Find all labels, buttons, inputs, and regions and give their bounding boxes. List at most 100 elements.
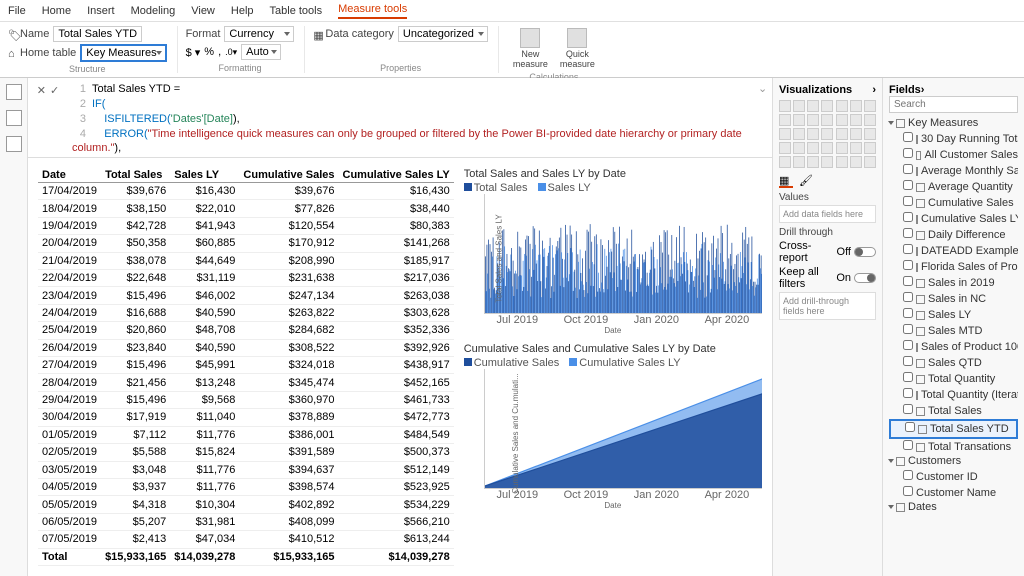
viz-type-icon[interactable] [850,114,862,126]
field-item[interactable]: Sales in NC [889,291,1018,307]
viz-type-icon[interactable] [821,142,833,154]
tab-measuretools[interactable]: Measure tools [338,3,407,19]
viz-type-icon[interactable] [836,156,848,168]
field-item[interactable]: Total Transations [889,439,1018,455]
viz-type-icon[interactable] [779,142,791,154]
formula-cancel-icon[interactable]: ✕ [37,84,46,97]
viz-type-icon[interactable] [850,156,862,168]
viz-type-icon[interactable] [821,114,833,126]
table-row[interactable]: 05/05/2019$4,318$10,304$402,892$534,229 [38,496,454,513]
table-header[interactable]: Cumulative Sales LY [339,168,454,183]
values-well[interactable]: Add data fields here [779,205,876,223]
viz-type-icon[interactable] [793,128,805,140]
table-row[interactable]: 20/04/2019$50,358$60,885$170,912$141,268 [38,235,454,252]
viz-type-icon[interactable] [793,114,805,126]
table-customers[interactable]: Customers [889,455,1018,467]
format-tab-icon[interactable]: 🖌 [799,174,813,188]
table-row[interactable]: 28/04/2019$21,456$13,248$345,474$452,165 [38,374,454,391]
name-input[interactable]: Total Sales YTD [53,26,142,42]
viz-type-icon[interactable] [864,156,876,168]
formula-commit-icon[interactable]: ✓ [50,84,59,97]
viz-type-icon[interactable] [836,100,848,112]
tab-view[interactable]: View [191,5,215,17]
tab-modeling[interactable]: Modeling [131,5,176,17]
decimals-dropdown[interactable]: Auto [241,44,281,60]
table-header[interactable]: Sales LY [170,168,239,183]
percent-icon[interactable]: % [204,46,214,58]
viz-type-icon[interactable] [864,100,876,112]
report-view-icon[interactable] [6,84,22,100]
comma-icon[interactable]: , [218,46,221,58]
field-item[interactable]: Average Monthly Sales [889,163,1018,179]
table-row[interactable]: 03/05/2019$3,048$11,776$394,637$512,149 [38,461,454,478]
quick-measure-button[interactable]: Quick measure [554,26,601,72]
table-row[interactable]: 29/04/2019$15,496$9,568$360,970$461,733 [38,391,454,408]
viz-type-icon[interactable] [850,100,862,112]
table-dates[interactable]: Dates [889,501,1018,513]
drill-well[interactable]: Add drill-through fields here [779,292,876,320]
field-item[interactable]: Florida Sales of Product 2 ... [889,259,1018,275]
table-row[interactable]: 21/04/2019$38,078$44,649$208,990$185,917 [38,252,454,269]
table-row[interactable]: 24/04/2019$16,688$40,590$263,822$303,628 [38,304,454,321]
viz-type-icon[interactable] [836,114,848,126]
viz-type-icon[interactable] [807,100,819,112]
formula-editor[interactable]: 1Total Sales YTD = 2IF( 3 ISFILTERED('Da… [68,78,758,157]
field-item[interactable]: Customer Name [889,485,1018,501]
viz-type-icon[interactable] [807,114,819,126]
table-row[interactable]: 01/05/2019$7,112$11,776$386,001$484,549 [38,426,454,443]
viz-type-icon[interactable] [850,128,862,140]
viz-type-icon[interactable] [864,128,876,140]
chart-cumulative-sales[interactable]: Cumulative Sales and Cumulative Sales LY… [464,343,762,510]
field-item[interactable]: DATEADD Example [889,243,1018,259]
currency-icon[interactable]: $ ▾ [186,46,201,59]
field-item[interactable]: Total Quantity (Iteration) [889,387,1018,403]
cross-report-toggle[interactable]: Cross-reportOff [779,240,876,264]
format-dropdown[interactable]: Currency [224,26,294,42]
table-row[interactable]: 06/05/2019$5,207$31,981$408,099$566,210 [38,513,454,530]
field-item[interactable]: Cumulative Sales [889,195,1018,211]
viz-type-icon[interactable] [821,100,833,112]
table-row[interactable]: 30/04/2019$17,919$11,040$378,889$472,773 [38,409,454,426]
field-item[interactable]: 30 Day Running Total [889,131,1018,147]
field-item[interactable]: Total Quantity [889,371,1018,387]
table-key-measures[interactable]: Key Measures [889,117,1018,129]
field-item[interactable]: Total Sales YTD [889,419,1018,439]
new-measure-button[interactable]: New measure [507,26,554,72]
table-row[interactable]: 27/04/2019$15,496$45,991$324,018$438,917 [38,357,454,374]
viz-type-icon[interactable] [864,114,876,126]
viz-type-icon[interactable] [836,128,848,140]
field-item[interactable]: Sales MTD [889,323,1018,339]
tab-home[interactable]: Home [42,5,71,17]
fields-search-input[interactable] [889,96,1018,113]
keep-filters-toggle[interactable]: Keep all filtersOn [779,266,876,290]
viz-type-icon[interactable] [807,128,819,140]
table-row[interactable]: 04/05/2019$3,937$11,776$398,574$523,925 [38,478,454,495]
viz-gallery[interactable] [779,100,876,168]
field-item[interactable]: Customer ID [889,469,1018,485]
viz-type-icon[interactable] [821,156,833,168]
tab-tabletools[interactable]: Table tools [270,5,323,17]
table-row[interactable]: 07/05/2019$2,413$47,034$410,512$613,244 [38,531,454,548]
viz-type-icon[interactable] [850,142,862,154]
table-header[interactable]: Total Sales [101,168,170,183]
formula-expand-icon[interactable]: ⌄ [758,78,772,157]
data-view-icon[interactable] [6,110,22,126]
viz-type-icon[interactable] [821,128,833,140]
viz-type-icon[interactable] [807,156,819,168]
table-header[interactable]: Cumulative Sales [239,168,338,183]
field-item[interactable]: Daily Difference [889,227,1018,243]
viz-type-icon[interactable] [836,142,848,154]
field-item[interactable]: Sales in 2019 [889,275,1018,291]
table-row[interactable]: 22/04/2019$22,648$31,119$231,638$217,036 [38,270,454,287]
field-item[interactable]: Sales QTD [889,355,1018,371]
viz-type-icon[interactable] [779,128,791,140]
field-item[interactable]: Sales of Product 100 [889,339,1018,355]
hometable-dropdown[interactable]: Key Measures [80,44,166,62]
tab-help[interactable]: Help [231,5,254,17]
data-table[interactable]: DateTotal SalesSales LYCumulative SalesC… [38,168,454,566]
viz-type-icon[interactable] [779,100,791,112]
viz-type-icon[interactable] [793,156,805,168]
table-row[interactable]: 19/04/2019$42,728$41,943$120,554$80,383 [38,217,454,234]
field-item[interactable]: Sales LY [889,307,1018,323]
viz-type-icon[interactable] [793,100,805,112]
